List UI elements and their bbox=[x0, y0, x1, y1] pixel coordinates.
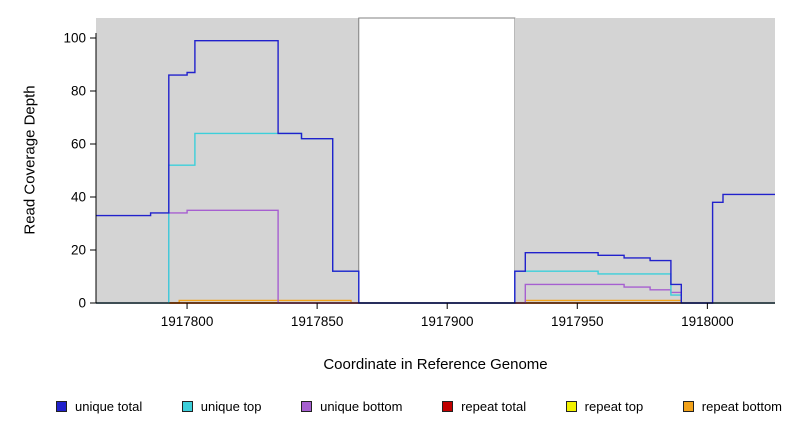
x-tick-label: 1918000 bbox=[681, 314, 734, 329]
legend-item-unique-bottom: unique bottom bbox=[301, 399, 403, 414]
left-gray-region bbox=[96, 18, 359, 303]
y-tick-label: 40 bbox=[71, 190, 86, 205]
y-tick-label: 80 bbox=[71, 84, 86, 99]
legend-swatch-unique-top bbox=[181, 401, 193, 412]
y-tick-label: 100 bbox=[63, 31, 86, 46]
legend-item-unique-top: unique top bbox=[181, 399, 262, 414]
legend-label: repeat bottom bbox=[701, 399, 782, 414]
x-tick-label: 1917800 bbox=[161, 314, 214, 329]
legend-label: unique top bbox=[200, 399, 262, 414]
legend-label: unique total bbox=[75, 399, 143, 414]
legend-swatch-unique-bottom bbox=[301, 401, 313, 412]
x-tick-label: 1917950 bbox=[551, 314, 604, 329]
y-tick-label: 20 bbox=[71, 243, 86, 258]
legend-item-unique-total: unique total bbox=[56, 399, 142, 414]
legend-label: unique bottom bbox=[320, 399, 403, 414]
legend-item-repeat-top: repeat top bbox=[565, 399, 644, 414]
x-tick-label: 1917850 bbox=[291, 314, 344, 329]
legend-item-repeat-total: repeat total bbox=[442, 399, 526, 414]
plot-area: 0 20 40 60 80 100 1917800 1917850 1917900 1917950… bbox=[63, 17, 775, 329]
legend-label: repeat top bbox=[584, 399, 644, 414]
y-tick-label: 0 bbox=[78, 296, 86, 311]
legend-swatch-repeat-top bbox=[565, 401, 577, 412]
y-axis-title: Read Coverage Depth bbox=[21, 85, 39, 235]
legend-item-repeat-bottom: repeat bottom bbox=[682, 399, 782, 414]
legend-swatch-repeat-bottom bbox=[682, 401, 694, 412]
y-tick-label: 60 bbox=[71, 137, 86, 152]
series-line-unique-total bbox=[96, 40, 775, 304]
x-tick-label: 1917900 bbox=[421, 314, 474, 329]
legend: unique total unique top unique bottom re… bbox=[0, 399, 792, 414]
x-axis-title: Coordinate in Reference Genome bbox=[323, 356, 548, 373]
legend-swatch-repeat-total bbox=[442, 401, 454, 412]
legend-label: repeat total bbox=[461, 399, 527, 414]
white-gap-region bbox=[358, 17, 516, 304]
chart-svg: 0 20 40 60 80 100 1917800 1917850 1917900 1917950… bbox=[63, 17, 775, 329]
series-line-unique-bottom bbox=[96, 209, 775, 304]
right-gray-region bbox=[514, 18, 775, 303]
legend-swatch-unique-total bbox=[56, 401, 67, 412]
